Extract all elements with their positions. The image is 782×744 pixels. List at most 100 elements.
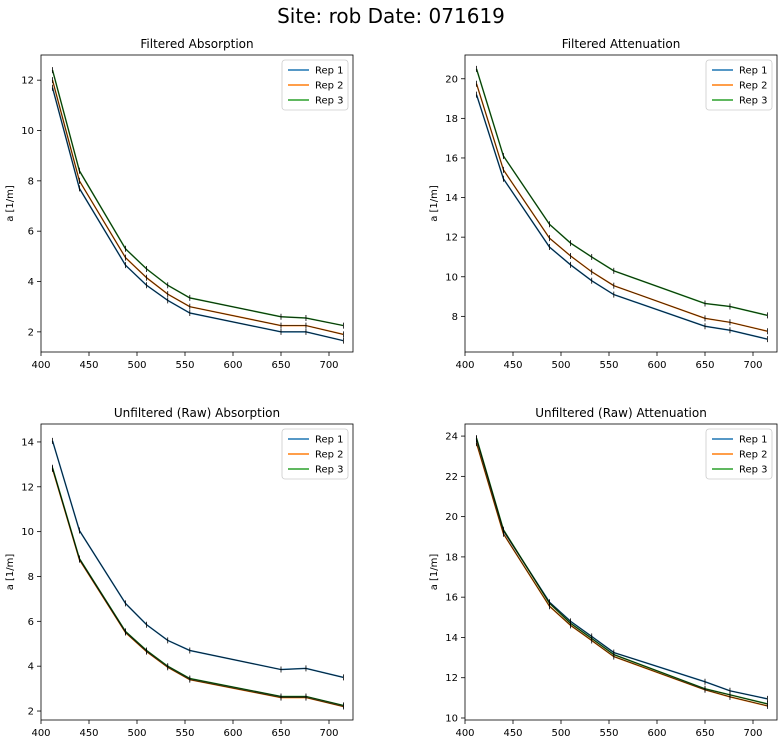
series-line-rep-2 [475, 83, 768, 332]
subplot-3: Unfiltered (Raw) Absorption 400 450 500 550 6… [5, 406, 354, 739]
errorbar-trace-rep-2 [52, 80, 344, 335]
x-tick-label: 550 [175, 728, 194, 739]
y-axis-label: a [1/m] [429, 554, 440, 591]
axes-frame [464, 423, 778, 721]
series-line-rep-2 [51, 79, 344, 336]
y-tick-label: 8 [28, 176, 34, 187]
x-tick-label: 400 [455, 728, 474, 739]
x-tick-label: 450 [79, 360, 98, 371]
y-tick-label: 22 [445, 472, 458, 483]
y-tick-label: 6 [28, 617, 34, 628]
x-tick-label: 700 [743, 728, 762, 739]
y-tick-label: 18 [445, 552, 458, 563]
legend-box [705, 59, 773, 111]
y-tick-label: 4 [28, 662, 34, 673]
errorbar-trace-rep-2 [52, 468, 344, 707]
y-tick-label: 12 [445, 673, 458, 684]
legend-label-rep-1: Rep 1 [739, 66, 768, 77]
y-tick-label: 8 [452, 312, 458, 323]
x-tick-label: 500 [551, 728, 570, 739]
legend-box [705, 428, 773, 480]
axes-frame [464, 54, 778, 353]
series-line-rep-1 [51, 87, 344, 342]
x-tick-label: 700 [319, 360, 338, 371]
legend-label-rep-3: Rep 3 [739, 96, 768, 107]
x-tick-label: 400 [31, 360, 50, 371]
y-tick-label: 24 [445, 432, 458, 443]
errorbar-trace-rep-1 [52, 87, 344, 342]
x-tick-label: 450 [79, 728, 98, 739]
x-tick-label: 550 [599, 728, 618, 739]
legend-box [281, 59, 349, 111]
errorbar-trace-rep-2 [476, 443, 768, 707]
x-tick-label: 400 [455, 360, 474, 371]
x-tick-label: 600 [647, 728, 666, 739]
x-tick-label: 700 [319, 728, 338, 739]
y-axis-label: a [1/m] [5, 185, 16, 222]
x-tick-label: 650 [695, 728, 714, 739]
y-tick-label: 10 [21, 527, 34, 538]
legend: Rep 1 Rep 2 Rep 3 [281, 59, 349, 111]
legend-label-rep-1: Rep 1 [315, 435, 344, 446]
subplot-2: Filtered Attenuation 400 450 500 550 600 650 70… [429, 37, 778, 371]
subplot-1: Filtered Absorption 400 450 500 550 600 650 700… [5, 37, 354, 371]
y-tick-label: 14 [445, 633, 458, 644]
y-tick-label: 2 [28, 707, 34, 718]
y-tick-label: 12 [21, 76, 34, 87]
x-tick-label: 600 [223, 360, 242, 371]
y-tick-label: 12 [445, 233, 458, 244]
x-tick-label: 650 [271, 728, 290, 739]
y-tick-label: 2 [28, 327, 34, 338]
subplot-title: Filtered Attenuation [562, 37, 681, 51]
y-tick-label: 14 [445, 193, 458, 204]
x-tick-label: 550 [175, 360, 194, 371]
y-axis-label: a [1/m] [429, 185, 440, 222]
subplot-title: Filtered Absorption [140, 37, 253, 51]
legend-label-rep-1: Rep 1 [739, 435, 768, 446]
y-tick-label: 10 [445, 713, 458, 724]
legend-box [281, 428, 349, 480]
series-line-rep-2 [51, 468, 344, 708]
errorbar-trace-rep-2 [476, 83, 768, 332]
x-tick-label: 600 [647, 360, 666, 371]
subplot-4: Unfiltered (Raw) Attenuation 400 450 500 550… [429, 406, 778, 739]
legend: Rep 1 Rep 2 Rep 3 [705, 428, 773, 480]
x-tick-label: 450 [503, 728, 522, 739]
y-tick-label: 10 [445, 272, 458, 283]
axes-frame [40, 54, 354, 353]
x-tick-label: 650 [271, 360, 290, 371]
legend-label-rep-2: Rep 2 [315, 81, 344, 92]
y-tick-label: 20 [445, 512, 458, 523]
x-tick-label: 500 [127, 360, 146, 371]
y-tick-label: 10 [21, 126, 34, 137]
y-tick-label: 14 [21, 437, 34, 448]
y-tick-label: 20 [445, 74, 458, 85]
x-tick-label: 600 [223, 728, 242, 739]
y-tick-label: 12 [21, 482, 34, 493]
legend-label-rep-3: Rep 3 [739, 465, 768, 476]
x-tick-label: 450 [503, 360, 522, 371]
y-tick-label: 4 [28, 277, 34, 288]
y-tick-label: 16 [445, 593, 458, 604]
legend: Rep 1 Rep 2 Rep 3 [281, 428, 349, 480]
errorbar-trace-rep-1 [476, 94, 768, 340]
legend-label-rep-3: Rep 3 [315, 465, 344, 476]
y-axis-label: a [1/m] [5, 554, 16, 591]
x-tick-label: 650 [695, 360, 714, 371]
legend-label-rep-3: Rep 3 [315, 96, 344, 107]
x-tick-label: 550 [599, 360, 618, 371]
y-tick-label: 18 [445, 114, 458, 125]
x-tick-label: 500 [551, 360, 570, 371]
x-tick-label: 500 [127, 728, 146, 739]
legend-label-rep-2: Rep 2 [739, 81, 768, 92]
subplot-title: Unfiltered (Raw) Absorption [114, 406, 280, 420]
y-tick-label: 6 [28, 227, 34, 238]
x-tick-label: 400 [31, 728, 50, 739]
y-tick-label: 16 [445, 153, 458, 164]
legend-label-rep-1: Rep 1 [315, 66, 344, 77]
legend: Rep 1 Rep 2 Rep 3 [705, 59, 773, 111]
legend-label-rep-2: Rep 2 [315, 450, 344, 461]
x-tick-label: 700 [743, 360, 762, 371]
subplot-title: Unfiltered (Raw) Attenuation [535, 406, 707, 420]
